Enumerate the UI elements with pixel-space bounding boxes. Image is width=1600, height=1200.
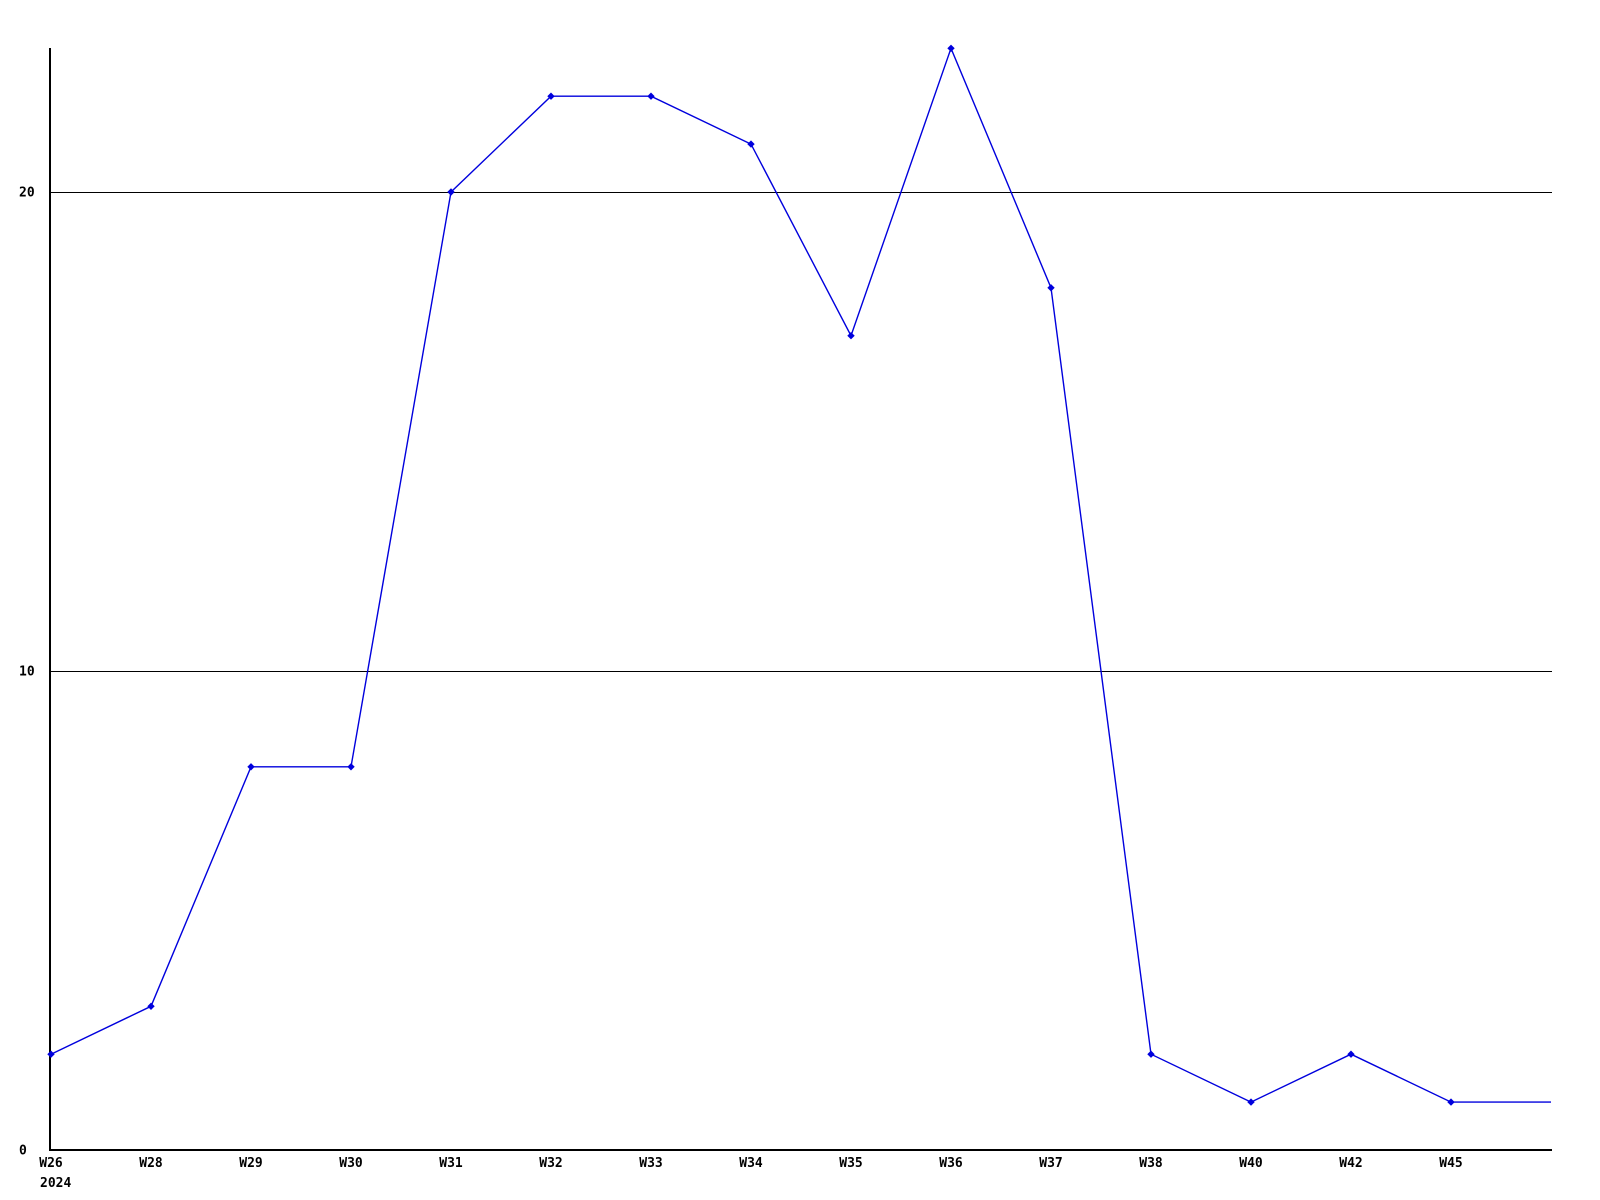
x-tick-label-w40: W40 [1239, 1156, 1263, 1171]
x-axis-year-label: 2024 [40, 1176, 71, 1191]
x-tick-label-w30: W30 [339, 1156, 363, 1171]
data-point-marker [47, 1050, 55, 1058]
data-point-marker [147, 1002, 155, 1011]
data-point-marker [647, 92, 655, 100]
data-point-marker [1247, 1098, 1255, 1106]
data-point-marker [847, 331, 855, 340]
x-tick-label-w29: W29 [239, 1156, 262, 1171]
data-point-marker [747, 140, 755, 148]
x-tick-label-w33: W33 [639, 1156, 662, 1171]
data-point-marker [1447, 1098, 1455, 1106]
x-tick-label-w38: W38 [1139, 1156, 1163, 1171]
x-tick-label-w28: W28 [139, 1156, 163, 1171]
data-point-marker [447, 188, 455, 196]
x-tick-label-w37: W37 [1039, 1156, 1062, 1171]
data-point-marker [1347, 1050, 1355, 1058]
y-tick-label-0: 0 [19, 1144, 27, 1159]
data-point-marker [947, 44, 955, 53]
y-tick-label-20: 20 [19, 186, 35, 201]
x-tick-label-w36: W36 [939, 1156, 963, 1171]
series-line-weekly-values [50, 46, 1551, 1103]
x-tick-label-w42: W42 [1339, 1156, 1362, 1171]
x-tick-label-w26: W26 [39, 1156, 63, 1171]
x-tick-label-w35: W35 [839, 1156, 862, 1171]
x-tick-label-w31: W31 [439, 1156, 463, 1171]
data-point-marker [547, 92, 555, 100]
y-tick-label-10: 10 [19, 665, 35, 680]
data-point-marker [347, 763, 355, 771]
x-tick-label-w34: W34 [739, 1156, 763, 1171]
data-point-marker [1147, 1050, 1155, 1058]
data-point-marker [247, 763, 255, 771]
x-tick-label-w32: W32 [539, 1156, 562, 1171]
x-tick-label-w45: W45 [1439, 1156, 1462, 1171]
data-point-marker [1047, 284, 1055, 292]
